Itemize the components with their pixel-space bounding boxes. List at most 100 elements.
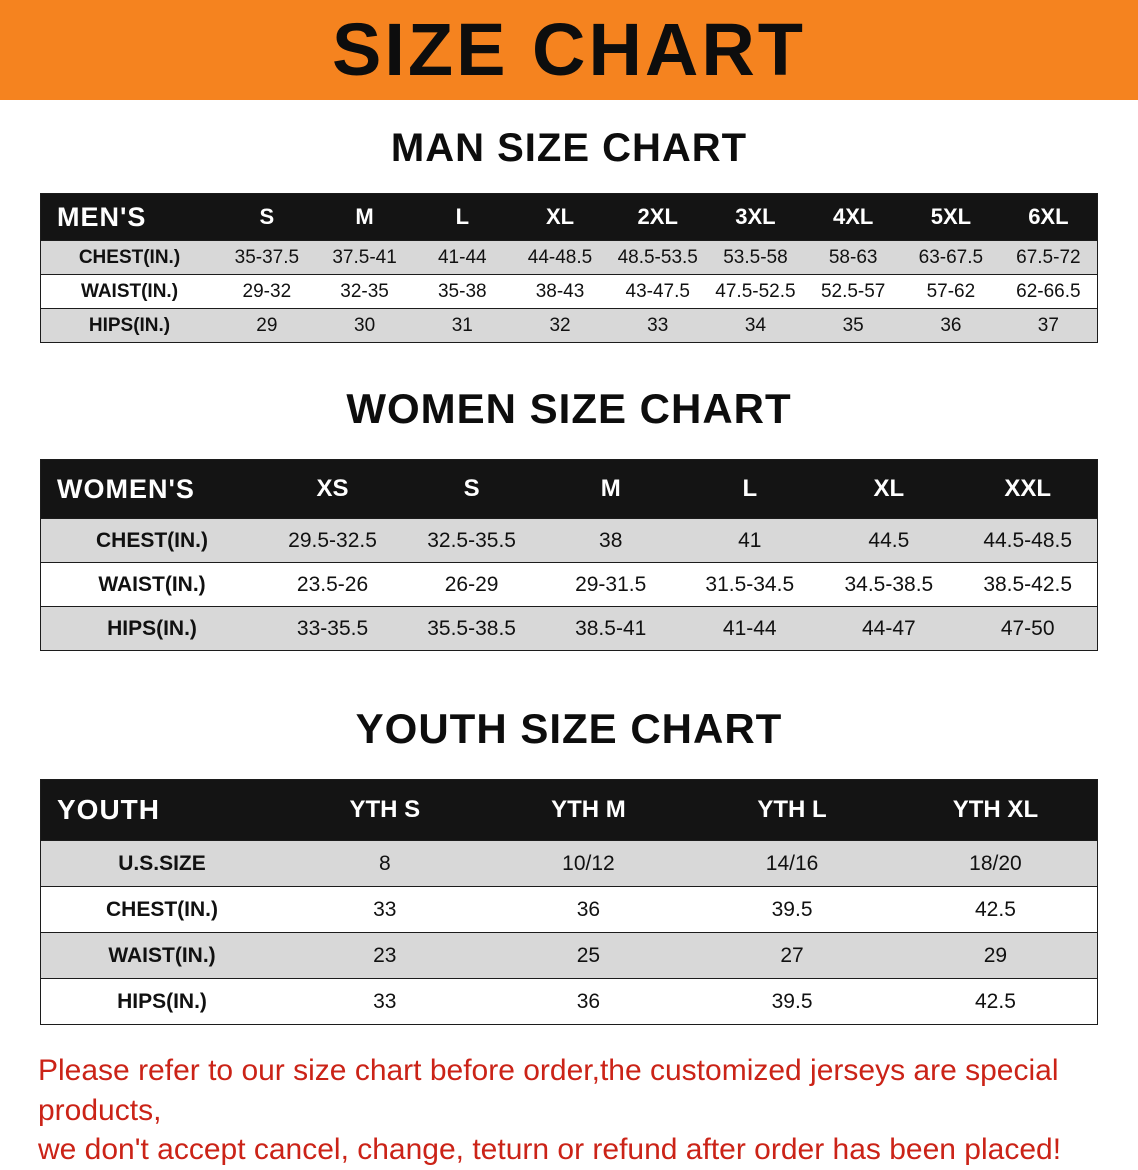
size-value-cell: 34.5-38.5	[844, 572, 934, 596]
size-column-header: 5XL	[902, 193, 1000, 241]
disclaimer-line-2: we don't accept cancel, change, teturn o…	[38, 1133, 1062, 1167]
size-value-cell: 33	[373, 897, 397, 921]
size-value-cell: 25	[576, 943, 601, 967]
size-value-cell: 18/20	[969, 851, 1022, 875]
size-value-cell: 29	[983, 943, 1008, 967]
size-column-header: 3XL	[706, 193, 805, 241]
table-title-cell: YOUTH	[40, 779, 283, 841]
size-value-cell: 29	[256, 314, 278, 336]
measurement-label-cell: HIPS(IN.)	[88, 314, 171, 336]
size-value-cell: 36	[576, 989, 601, 1013]
size-value-cell: 32-35	[340, 280, 389, 302]
measurement-label-cell: CHEST(IN.)	[96, 528, 208, 552]
size-value-cell: 23	[373, 943, 397, 967]
size-value-cell: 35-38	[437, 280, 487, 302]
table-title-cell: WOMEN'S	[40, 459, 263, 519]
man-size-chart-section: MAN SIZE CHART MEN'S S M L XL 2XL 3XL 4XL 5XL 6XL…	[0, 126, 1138, 343]
banner-title: SIZE CHART	[332, 8, 806, 91]
size-value-cell: 26-29	[444, 572, 499, 596]
measurement-label-cell: HIPS(IN.)	[107, 616, 197, 640]
disclaimer-line-1: Please refer to our size chart before or…	[38, 1054, 1059, 1127]
size-value-cell: 35-37.5	[234, 246, 300, 268]
measurement-label-cell: U.S.SIZE	[118, 851, 206, 875]
size-value-cell: 34	[744, 314, 767, 336]
size-column-header: XS	[263, 459, 403, 519]
size-column-header: YTH S	[283, 779, 487, 841]
size-column-header: M	[315, 193, 414, 241]
measurement-row: WAIST(IN.) 23.5-26 26-29 29-31.5 31.5-34.5 34…	[40, 562, 1098, 607]
size-value-cell: 36	[576, 897, 601, 921]
size-value-cell: 39.5	[771, 897, 813, 921]
size-value-cell: 37	[1037, 314, 1059, 336]
women-size-chart-heading: WOMEN SIZE CHART	[346, 385, 792, 432]
size-value-cell: 33	[647, 314, 669, 336]
size-value-cell: 67.5-72	[1016, 246, 1081, 268]
size-value-cell: 52.5-57	[820, 280, 886, 302]
size-value-cell: 42.5	[975, 897, 1016, 921]
size-value-cell: 35	[842, 314, 864, 336]
measurement-row: CHEST(IN.) 29.5-32.5 32.5-35.5 38 41 44.5 44.5…	[40, 518, 1098, 563]
women-size-chart-section: WOMEN SIZE CHART WOMEN'S XS S M L XL XXL CHEST(…	[0, 385, 1138, 651]
size-value-cell: 33	[373, 989, 397, 1013]
size-value-cell: 41	[738, 528, 762, 552]
size-value-cell: 29-32	[242, 280, 292, 302]
size-value-cell: 44-48.5	[527, 246, 593, 268]
size-value-cell: 36	[940, 314, 962, 336]
size-column-header: YTH L	[690, 779, 894, 841]
size-value-cell: 47.5-52.5	[715, 280, 796, 302]
measurement-row: WAIST(IN.) 23 25 27 29	[40, 932, 1098, 979]
size-value-cell: 41-44	[437, 246, 487, 268]
header-row: YOUTH YTH S YTH M YTH L YTH XL	[40, 779, 1098, 841]
size-value-cell: 63-67.5	[918, 246, 984, 268]
measurement-row: HIPS(IN.) 29 30 31 32 33 34 35 36 37	[40, 308, 1098, 343]
size-value-cell: 27	[780, 943, 804, 967]
size-value-cell: 8	[378, 851, 391, 875]
size-value-cell: 32	[549, 314, 571, 336]
size-value-cell: 32.5-35.5	[427, 528, 516, 552]
measurement-label-cell: WAIST(IN.)	[80, 280, 179, 302]
size-column-header: XL	[511, 193, 609, 241]
size-value-cell: 39.5	[771, 989, 813, 1013]
size-value-cell: 57-62	[926, 280, 976, 302]
size-value-cell: 10/12	[562, 851, 615, 875]
measurement-row: WAIST(IN.) 29-32 32-35 35-38 38-43 43-47.5 47.…	[40, 274, 1098, 309]
size-column-header: L	[413, 193, 512, 241]
size-value-cell: 33-35.5	[296, 616, 369, 640]
size-column-header: XL	[819, 459, 959, 519]
measurement-label-cell: WAIST(IN.)	[98, 572, 206, 596]
youth-size-chart-heading: YOUTH SIZE CHART	[355, 705, 783, 752]
measurement-row: HIPS(IN.) 33-35.5 35.5-38.5 38.5-41 41-44 44-…	[40, 606, 1098, 651]
size-value-cell: 48.5-53.5	[617, 246, 698, 268]
measurement-label-cell: CHEST(IN.)	[78, 246, 181, 268]
size-column-header: S	[218, 193, 316, 241]
table-title-cell: MEN'S	[40, 193, 218, 241]
size-column-header: L	[680, 459, 820, 519]
youth-size-table: YOUTH YTH S YTH M YTH L YTH XL U.S.SIZE 8 10/12…	[40, 779, 1098, 1025]
men-size-table: MEN'S S M L XL 2XL 3XL 4XL 5XL 6XL CHEST(IN.) 35-37…	[40, 193, 1098, 343]
size-column-header: 2XL	[608, 193, 707, 241]
size-value-cell: 62-66.5	[1016, 280, 1081, 302]
size-chart-banner: SIZE CHART	[0, 0, 1138, 100]
measurement-label-cell: WAIST(IN.)	[108, 943, 216, 967]
size-value-cell: 44-47	[861, 616, 916, 640]
size-column-header: M	[541, 459, 681, 519]
measurement-row: CHEST(IN.) 33 36 39.5 42.5	[40, 886, 1098, 933]
size-column-header: YTH M	[486, 779, 691, 841]
size-value-cell: 31.5-34.5	[705, 572, 795, 596]
size-value-cell: 41-44	[722, 616, 777, 640]
header-row: MEN'S S M L XL 2XL 3XL 4XL 5XL 6XL	[40, 193, 1098, 241]
size-value-cell: 47-50	[1000, 616, 1055, 640]
size-column-header: XXL	[958, 459, 1098, 519]
size-value-cell: 38	[599, 528, 623, 552]
size-value-cell: 53.5-58	[723, 246, 788, 268]
size-value-cell: 38.5-42.5	[983, 572, 1073, 596]
size-column-header: 6XL	[999, 193, 1098, 241]
size-value-cell: 31	[451, 314, 473, 336]
header-row: WOMEN'S XS S M L XL XXL	[40, 459, 1098, 519]
measurement-row: HIPS(IN.) 33 36 39.5 42.5	[40, 978, 1098, 1025]
measurement-row: U.S.SIZE 8 10/12 14/16 18/20	[40, 840, 1098, 887]
size-value-cell: 23.5-26	[296, 572, 369, 596]
measurement-label-cell: CHEST(IN.)	[106, 897, 218, 921]
size-column-header: S	[402, 459, 542, 519]
